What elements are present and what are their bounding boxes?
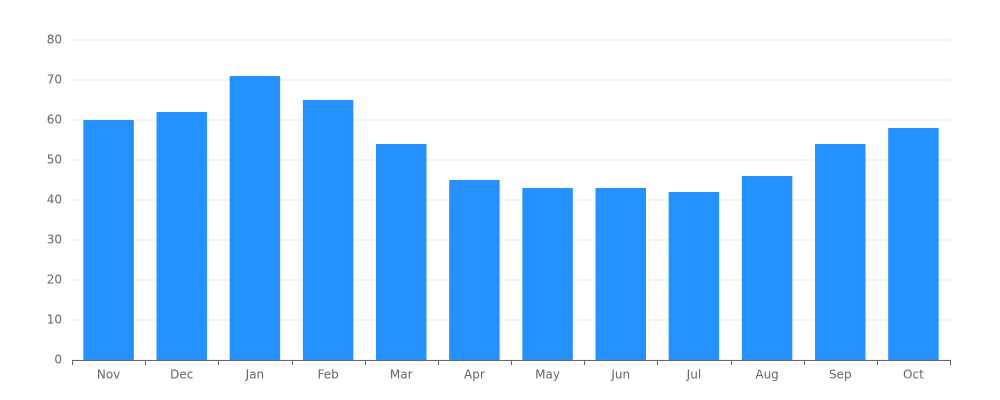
x-tick-label: Apr [464, 368, 485, 382]
x-tick-label: Feb [317, 368, 338, 382]
bar [229, 76, 281, 360]
y-tick-label: 70 [47, 73, 62, 87]
y-tick-label: 20 [47, 273, 62, 287]
bar [83, 120, 134, 360]
x-tick-label: Aug [755, 368, 778, 382]
y-tick-label: 80 [47, 33, 62, 47]
x-tick-label: Sep [829, 368, 852, 382]
y-tick-label: 0 [54, 353, 62, 367]
x-tick-label: Jul [686, 368, 701, 382]
x-tick-label: Mar [390, 368, 413, 382]
bar [156, 112, 207, 360]
y-tick-label: 40 [47, 193, 62, 207]
y-tick-label: 50 [47, 153, 62, 167]
x-tick-label: Jun [610, 368, 630, 382]
bar [888, 128, 939, 360]
bar [522, 188, 573, 360]
bar [595, 188, 646, 360]
x-tick-label: Nov [97, 368, 120, 382]
y-tick-label: 60 [47, 113, 62, 127]
bar [668, 192, 720, 360]
x-tick-label: Oct [903, 368, 924, 382]
x-tick-label: May [535, 368, 560, 382]
bar [376, 144, 427, 360]
y-tick-label: 10 [47, 313, 62, 327]
x-tick-label: Jan [245, 368, 265, 382]
x-tick-label: Dec [170, 368, 193, 382]
bar [741, 176, 793, 360]
y-tick-label: 30 [47, 233, 62, 247]
bar [449, 180, 500, 360]
bar [815, 144, 866, 360]
bar [302, 100, 354, 360]
